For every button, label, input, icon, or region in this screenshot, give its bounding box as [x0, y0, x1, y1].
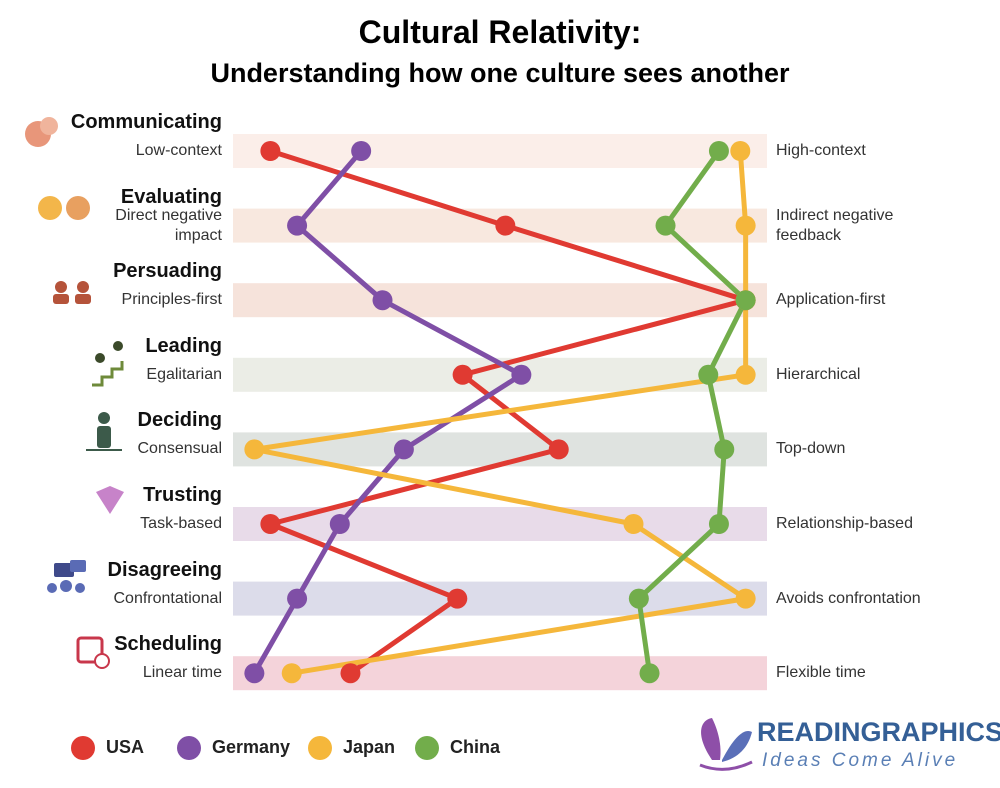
left-label: Confrontational — [113, 589, 222, 607]
right-label: Indirect negative feedback — [776, 206, 894, 244]
dimension-name: Leading — [145, 334, 222, 357]
point — [495, 215, 516, 236]
icon — [113, 341, 123, 351]
tagline: Ideas Come Alive — [762, 750, 958, 771]
dimension-name: Disagreeing — [107, 558, 222, 581]
band — [233, 283, 767, 318]
icon — [75, 294, 91, 304]
title: Cultural Relativity: — [358, 14, 642, 50]
right-label: Avoids confrontation — [776, 589, 921, 607]
icon — [54, 563, 74, 577]
legend-label: USA — [106, 737, 145, 757]
icon — [75, 583, 85, 593]
legend-marker — [308, 736, 332, 760]
right-label: High-context — [776, 142, 866, 159]
icon — [98, 412, 110, 424]
point — [393, 439, 414, 460]
point — [698, 364, 719, 385]
left-label: Task-based — [140, 515, 222, 532]
left-label: Direct negative impact — [115, 206, 222, 244]
point — [447, 588, 468, 609]
logo: READINGRAPHICS Ideas Come Alive — [699, 717, 1000, 771]
point — [244, 663, 265, 684]
point — [260, 514, 281, 534]
right-label: Top-down — [776, 440, 846, 458]
point — [452, 364, 473, 385]
dimension-name: Communicating — [70, 111, 222, 133]
dimension-name: Trusting — [143, 484, 222, 506]
point — [735, 290, 756, 311]
dimension-name: Scheduling — [114, 633, 222, 656]
point — [244, 439, 265, 460]
icon — [96, 486, 124, 514]
point — [351, 141, 372, 161]
point — [655, 215, 676, 236]
right-label: Application-first — [776, 291, 886, 309]
point — [548, 439, 569, 460]
icon — [66, 196, 90, 220]
dimension-name: Evaluating — [120, 185, 222, 208]
left-label: Linear time — [142, 664, 222, 682]
point — [372, 290, 393, 311]
subtitle: Understanding how one culture sees anoth… — [210, 58, 790, 88]
legend-marker — [415, 736, 439, 760]
logo-wing — [722, 730, 752, 762]
icon — [38, 196, 62, 220]
icon — [97, 426, 111, 448]
left-label: Low-context — [135, 142, 222, 159]
point — [287, 215, 308, 236]
point — [329, 514, 350, 534]
right-label: Flexible time — [776, 664, 866, 682]
band — [233, 134, 767, 168]
point — [639, 663, 660, 684]
point — [628, 588, 649, 609]
point — [735, 215, 756, 236]
series-line — [636, 149, 749, 674]
left-label: Principles-first — [121, 291, 222, 309]
series-line — [251, 150, 749, 676]
point — [735, 588, 756, 609]
legend-label: China — [450, 737, 501, 757]
point — [708, 514, 729, 534]
point — [260, 141, 281, 161]
dimension-name: Persuading — [113, 260, 222, 283]
icon — [60, 580, 72, 592]
icon — [70, 560, 86, 572]
point — [281, 663, 302, 684]
icons — [25, 117, 124, 669]
legend-label: Germany — [212, 737, 291, 757]
icon — [47, 583, 57, 593]
left-label: Egalitarian — [146, 365, 222, 383]
right-label: Hierarchical — [776, 365, 861, 383]
point — [340, 663, 361, 684]
point — [623, 514, 644, 534]
legend-marker — [177, 736, 201, 760]
left-label: Consensual — [137, 440, 223, 458]
logo-swoosh — [699, 760, 753, 771]
right-label: Relationship-based — [776, 515, 913, 532]
point — [708, 141, 729, 161]
point — [511, 364, 532, 385]
icon — [55, 281, 67, 293]
icon — [53, 294, 69, 304]
point — [735, 364, 756, 385]
icon — [94, 653, 110, 669]
icon — [92, 361, 124, 387]
legend-marker — [71, 736, 95, 760]
point — [730, 141, 751, 161]
point — [287, 588, 308, 609]
dimension-name: Deciding — [137, 409, 222, 432]
point — [714, 439, 735, 460]
legend-label: Japan — [343, 737, 396, 757]
icon — [40, 117, 58, 135]
brand: READINGRAPHICS — [757, 717, 1000, 747]
series-line — [252, 149, 524, 675]
icon — [77, 281, 89, 293]
icon — [95, 353, 105, 363]
band — [233, 656, 767, 691]
logo-wing — [701, 718, 721, 760]
